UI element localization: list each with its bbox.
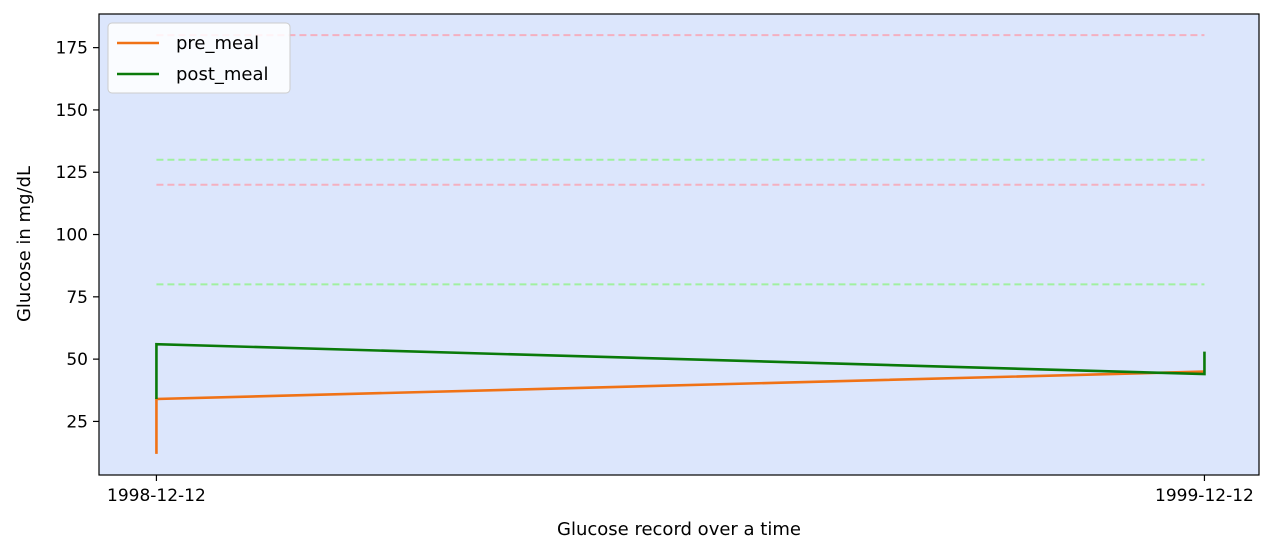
y-axis: 25 50 75 100 125 150 175 xyxy=(56,39,99,432)
plot-frame xyxy=(98,13,1260,476)
y-tick-label: 50 xyxy=(66,350,88,370)
y-tick-label: 25 xyxy=(66,412,88,432)
series-lines xyxy=(155,342,1206,454)
legend: pre_meal post_meal xyxy=(107,22,291,94)
y-tick-label: 100 xyxy=(56,226,88,246)
legend-label: pre_meal xyxy=(176,33,259,54)
legend-box xyxy=(107,22,291,94)
y-tick-label: 75 xyxy=(66,288,88,308)
x-tick-label: 1998-12-12 xyxy=(107,486,206,506)
x-axis-title: Glucose record over a time xyxy=(557,519,801,540)
plot-background xyxy=(99,14,1259,475)
x-tick-label: 1999-12-12 xyxy=(1155,486,1254,506)
series-line-post-meal xyxy=(155,342,1206,399)
reference-lines xyxy=(156,34,1205,286)
x-axis: 1998-12-12 1999-12-12 xyxy=(107,475,1254,506)
y-tick-label: 175 xyxy=(56,39,88,59)
y-axis-title: Glucose in mg/dL xyxy=(14,166,35,322)
y-tick-label: 125 xyxy=(56,163,88,183)
legend-label: post_meal xyxy=(176,64,269,85)
y-tick-label: 150 xyxy=(56,101,88,121)
